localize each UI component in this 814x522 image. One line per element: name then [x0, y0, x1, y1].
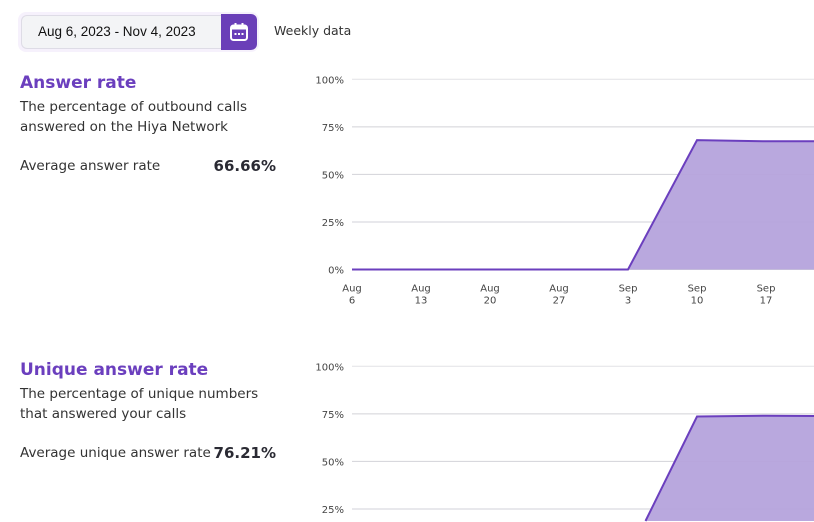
x-tick-label: Aug — [549, 284, 569, 295]
area-fill — [352, 140, 814, 270]
unique-answer-rate-title: Unique answer rate — [20, 360, 209, 380]
x-tick-label: 3 — [625, 296, 631, 307]
x-tick-label: Aug — [411, 284, 431, 295]
y-tick-label: 50% — [322, 457, 344, 468]
x-tick-label: Sep — [757, 284, 776, 295]
x-tick-label: 6 — [349, 296, 355, 307]
y-tick-label: 75% — [322, 123, 344, 134]
average-answer-rate-label: Average answer rate — [20, 158, 161, 174]
x-tick-label: Sep — [619, 284, 638, 295]
y-tick-label: 100% — [315, 75, 344, 86]
x-tick-label: 17 — [760, 296, 773, 307]
x-tick-label: 13 — [415, 296, 428, 307]
area-fill — [645, 415, 814, 521]
y-tick-label: 25% — [322, 218, 344, 229]
unique-answer-rate-description: The percentage of unique numbers that an… — [20, 386, 259, 422]
x-tick-label: Sep — [688, 284, 707, 295]
x-tick-label: Aug — [342, 284, 362, 295]
area-line — [352, 139, 814, 271]
answer-rate-description: The percentage of outbound calls answere… — [20, 99, 247, 135]
average-unique-answer-rate-label: Average unique answer rate — [20, 445, 211, 461]
calendar-button[interactable] — [221, 14, 257, 50]
y-tick-label: 0% — [328, 266, 344, 277]
answer-rate-title: Answer rate — [20, 73, 137, 93]
granularity-label: Weekly data — [274, 23, 352, 38]
x-tick-label: 20 — [484, 296, 497, 307]
date-range-input[interactable]: Aug 6, 2023 - Nov 4, 2023 — [21, 15, 221, 49]
y-tick-label: 25% — [322, 505, 344, 516]
calendar-icon — [230, 23, 248, 41]
x-tick-label: Aug — [480, 284, 500, 295]
y-tick-label: 100% — [315, 362, 344, 373]
y-tick-label: 75% — [322, 410, 344, 421]
answer-rate-chart: 0%25%50%75%100%Aug6Aug13Aug20Aug27Sep3Se… — [315, 75, 814, 307]
x-tick-label: 27 — [553, 296, 566, 307]
average-answer-rate-value: 66.66% — [213, 157, 276, 175]
y-tick-label: 50% — [322, 170, 344, 181]
area-line — [644, 414, 814, 522]
average-unique-answer-rate-value: 76.21% — [213, 444, 276, 462]
x-tick-label: 10 — [691, 296, 704, 307]
